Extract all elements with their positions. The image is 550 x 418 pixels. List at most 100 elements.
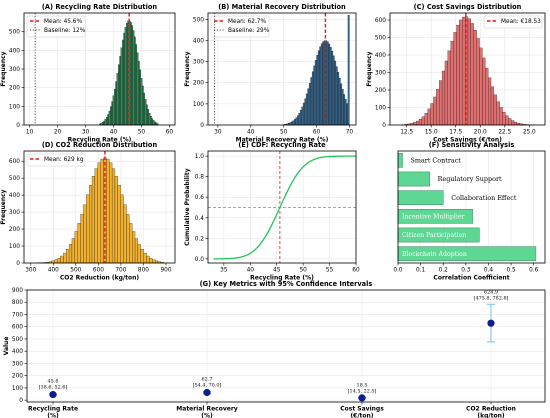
y-tick-label: 400 <box>12 349 23 355</box>
histogram-bar <box>317 50 320 126</box>
histogram-bar <box>116 73 119 126</box>
x-axis-label: Correlation Coefficient <box>433 275 509 282</box>
x-tick-label: 35 <box>220 268 228 274</box>
histogram-bar <box>346 103 349 126</box>
histogram-bar <box>139 69 141 126</box>
histogram-bar <box>493 94 497 126</box>
x-tick-label: 60 <box>352 268 360 274</box>
x-tick-label: 12.5 <box>400 130 413 136</box>
y-tick-label: 0 <box>382 123 386 129</box>
x-tick-label: 30 <box>82 130 90 136</box>
plot-area <box>208 151 356 263</box>
histogram-bar <box>416 120 420 126</box>
histogram-bar <box>334 60 337 126</box>
histogram-bar <box>456 25 460 126</box>
x-tick-label: 0.2 <box>439 268 449 274</box>
x-category-label: Cost Savings (€/ton) <box>340 406 384 418</box>
y-tick-label: 300 <box>12 361 23 367</box>
histogram-bar <box>296 115 299 126</box>
x-tick-label: 50 <box>138 130 146 136</box>
y-tick-label: 600 <box>375 18 386 24</box>
chart-title: (C) Cost Savings Distribution <box>414 3 522 11</box>
histogram-bar <box>485 67 489 126</box>
histogram-bar <box>338 78 341 126</box>
bar-category-label: Incentive Multiplier <box>402 214 464 221</box>
histogram-bar <box>308 83 311 126</box>
histogram-bar <box>508 118 512 126</box>
bar-category-label: Collaboration Effect <box>451 194 517 202</box>
histogram-bar <box>295 117 298 126</box>
histogram-bar <box>80 214 84 264</box>
histogram-bar <box>496 101 500 126</box>
x-tick-label: 0.3 <box>461 268 471 274</box>
y-tick-label: 500 <box>193 17 204 23</box>
y-tick-label: 400 <box>193 38 204 44</box>
histogram-bar <box>490 86 495 126</box>
histogram-bar <box>319 46 322 126</box>
y-tick-label: 500 <box>12 337 23 343</box>
histogram-bar <box>337 72 340 126</box>
histogram-bar <box>140 78 143 126</box>
histogram-bar <box>130 21 132 126</box>
x-tick-label: 300 <box>25 268 36 274</box>
histogram-bar <box>424 113 428 126</box>
histogram-bar <box>441 70 446 126</box>
y-tick-label: 900 <box>12 288 23 294</box>
histogram-bar <box>462 16 466 126</box>
histogram-bar <box>131 25 133 126</box>
histogram-bar <box>313 65 316 126</box>
histogram-bar <box>418 119 423 126</box>
chart-title: (A) Recycling Rate Distribution <box>42 3 157 11</box>
histogram-bar <box>513 121 518 126</box>
chart-title: (B) Material Recovery Distribution <box>218 3 346 11</box>
histogram-bar <box>107 114 109 126</box>
histogram-bar <box>126 214 130 264</box>
sensitivity-bar <box>397 190 444 205</box>
histogram-bar <box>120 47 123 126</box>
y-tick-label: 0 <box>16 261 20 267</box>
histogram-bar <box>511 120 515 126</box>
histogram-bars <box>37 157 164 264</box>
histogram-bar <box>307 88 310 126</box>
legend-entry: Mean: €18.53 <box>501 19 541 25</box>
histogram-bar <box>57 258 61 264</box>
category-line: Recycling Rate <box>28 406 78 413</box>
histogram-bar <box>106 158 110 264</box>
histogram-bar <box>142 85 144 126</box>
axes-border <box>23 150 176 264</box>
panel-e: 35 40 45 50 55 60 0.0 0.2 0.4 0.6 0.8 1.0 (E) CDF: R… <box>184 141 360 282</box>
histogram-bar <box>292 120 295 126</box>
histogram-bar <box>329 46 332 126</box>
histogram-bar <box>479 47 483 126</box>
y-tick-label: 400 <box>9 193 20 199</box>
x-tick-label: 70 <box>346 130 354 136</box>
histogram-bar <box>439 80 443 126</box>
legend: Mean: €18.53 <box>483 15 543 29</box>
sensitivity-bar <box>397 171 430 187</box>
histogram-bar <box>340 83 343 126</box>
histogram-bar <box>476 38 480 126</box>
metric-point <box>487 319 495 327</box>
x-category-label: Recycling Rate (%) <box>28 406 78 418</box>
y-tick-label: 0 <box>200 123 204 129</box>
histogram-bar <box>314 60 317 126</box>
histogram-bar <box>111 101 113 126</box>
histogram-bar <box>151 118 154 126</box>
histogram-bar <box>114 88 116 126</box>
x-tick-label: 60 <box>166 130 174 136</box>
histogram-bar <box>467 18 471 126</box>
metric-value-annotation: 62.7 <box>202 377 213 383</box>
histogram-bar <box>298 113 301 126</box>
histogram-bar <box>331 50 334 126</box>
histogram-bar <box>322 41 325 126</box>
histogram-bars <box>401 16 535 126</box>
legend-box <box>483 15 543 29</box>
y-tick-label: 300 <box>9 210 20 216</box>
histogram-bar <box>488 77 492 126</box>
y-tick-label: 1.0 <box>195 154 205 160</box>
x-tick-label: 700 <box>115 268 126 274</box>
histogram-bar <box>502 111 506 126</box>
histogram-bar <box>122 39 124 126</box>
metric-ci-annotation: [38.6, 52.6] <box>39 385 68 391</box>
legend-entry: Baseline: 29% <box>228 28 270 34</box>
